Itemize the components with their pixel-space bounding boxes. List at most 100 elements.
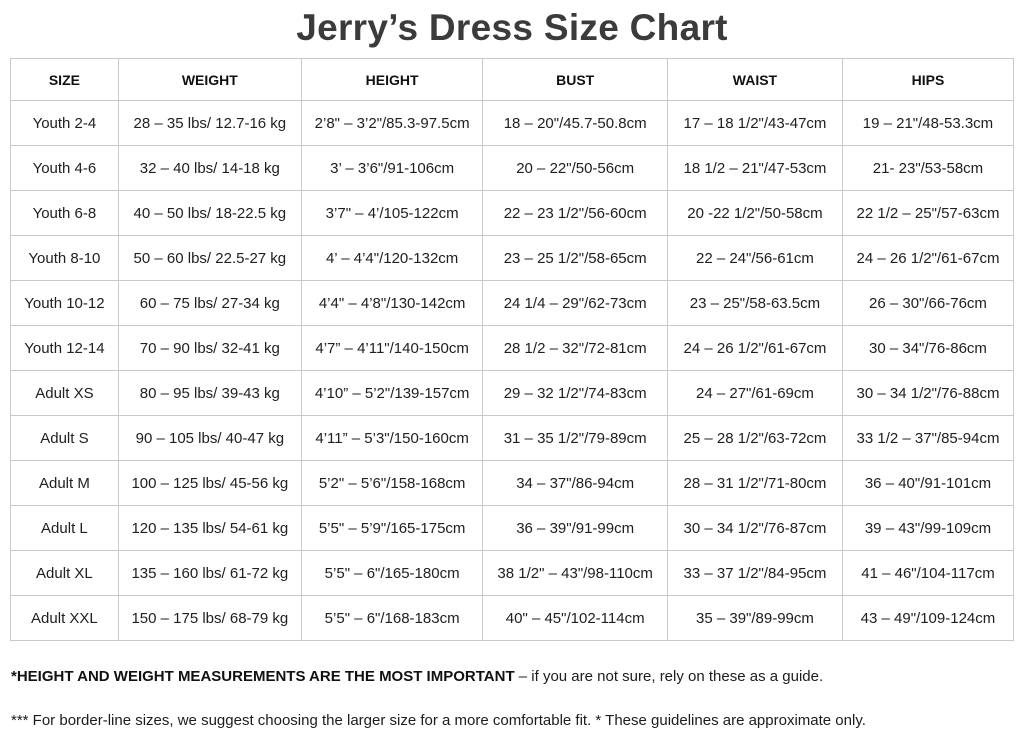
column-header-height: HEIGHT [300, 58, 484, 101]
table-cell: 4’7” – 4’11"/140-150cm [300, 325, 484, 371]
size-cell: Youth 12-14 [10, 325, 119, 371]
table-cell: 5’5" – 5’9"/165-175cm [300, 505, 484, 551]
table-cell: 30 – 34 1/2"/76-88cm [841, 370, 1015, 416]
page: Jerry’s Dress Size Chart SIZE WEIGHT HEI… [0, 6, 1024, 729]
table-cell: 4’ – 4’4"/120-132cm [300, 235, 484, 281]
table-cell: 17 – 18 1/2"/43-47cm [666, 100, 843, 146]
size-cell: Adult XXL [10, 595, 119, 641]
table-cell: 22 1/2 – 25"/57-63cm [841, 190, 1015, 236]
table-row: Adult XS 80 – 95 lbs/ 39-43 kg 4’10” – 5’2… [10, 370, 1015, 416]
table-cell: 80 – 95 lbs/ 39-43 kg [117, 370, 302, 416]
table-cell: 18 – 20"/45.7-50.8cm [482, 100, 668, 146]
table-cell: 50 – 60 lbs/ 22.5-27 kg [117, 235, 302, 281]
table-cell: 40" – 45"/102-114cm [482, 595, 668, 641]
table-cell: 39 – 43"/99-109cm [841, 505, 1015, 551]
table-cell: 29 – 32 1/2"/74-83cm [482, 370, 668, 416]
footnote-height-weight: *HEIGHT AND WEIGHT MEASUREMENTS ARE THE … [11, 668, 1014, 685]
size-chart-table: SIZE WEIGHT HEIGHT BUST WAIST HIPS Youth… [10, 58, 1015, 641]
size-cell: Adult L [10, 505, 119, 551]
table-row: Adult L 120 – 135 lbs/ 54-61 kg 5’5" – 5’9… [10, 505, 1015, 551]
size-cell: Youth 2-4 [10, 100, 119, 146]
table-cell: 35 – 39"/89-99cm [666, 595, 843, 641]
table-cell: 5’2" – 5’6"/158-168cm [300, 460, 484, 506]
table-cell: 33 1/2 – 37"/85-94cm [841, 415, 1015, 461]
size-cell: Adult M [10, 460, 119, 506]
column-header-waist: WAIST [666, 58, 843, 101]
table-body: Youth 2-4 28 – 35 lbs/ 12.7-16 kg 2’8" – 3… [10, 100, 1015, 641]
table-cell: 24 – 26 1/2"/61-67cm [666, 325, 843, 371]
table-cell: 30 – 34 1/2"/76-87cm [666, 505, 843, 551]
table-row: Youth 6-8 40 – 50 lbs/ 18-22.5 kg 3’7" – 4… [10, 190, 1015, 236]
size-cell: Youth 6-8 [10, 190, 119, 236]
table-cell: 70 – 90 lbs/ 32-41 kg [117, 325, 302, 371]
table-row: Youth 8-10 50 – 60 lbs/ 22.5-27 kg 4’ – 4’… [10, 235, 1015, 281]
table-row: Adult M 100 – 125 lbs/ 45-56 kg 5’2" – 5’6… [10, 460, 1015, 506]
table-cell: 150 – 175 lbs/ 68-79 kg [117, 595, 302, 641]
table-cell: 23 – 25"/58-63.5cm [666, 280, 843, 326]
table-cell: 28 – 31 1/2"/71-80cm [666, 460, 843, 506]
table-row: Youth 12-14 70 – 90 lbs/ 32-41 kg 4’7” – 4… [10, 325, 1015, 371]
size-cell: Youth 8-10 [10, 235, 119, 281]
table-cell: 5’5" – 6"/168-183cm [300, 595, 484, 641]
footnote-bold-text: *HEIGHT AND WEIGHT MEASUREMENTS ARE THE … [11, 668, 515, 685]
table-cell: 38 1/2" – 43"/98-110cm [482, 550, 668, 596]
table-cell: 4’10” – 5’2"/139-157cm [300, 370, 484, 416]
table-row: Youth 10-12 60 – 75 lbs/ 27-34 kg 4’4" – 4… [10, 280, 1015, 326]
footnote-borderline: *** For border-line sizes, we suggest ch… [11, 712, 1014, 729]
table-cell: 3’7" – 4’/105-122cm [300, 190, 484, 236]
table-cell: 60 – 75 lbs/ 27-34 kg [117, 280, 302, 326]
size-cell: Adult XS [10, 370, 119, 416]
footnote-regular-text: – if you are not sure, rely on these as … [514, 668, 824, 685]
table-cell: 26 – 30"/66-76cm [841, 280, 1015, 326]
table-cell: 40 – 50 lbs/ 18-22.5 kg [117, 190, 302, 236]
table-cell: 30 – 34"/76-86cm [841, 325, 1015, 371]
table-cell: 28 – 35 lbs/ 12.7-16 kg [117, 100, 302, 146]
table-row: Adult XXL 150 – 175 lbs/ 68-79 kg 5’5" – 6… [10, 595, 1015, 641]
page-title: Jerry’s Dress Size Chart [296, 7, 728, 48]
table-cell: 41 – 46"/104-117cm [841, 550, 1015, 596]
table-cell: 28 1/2 – 32"/72-81cm [482, 325, 668, 371]
column-header-size: SIZE [10, 58, 119, 101]
size-cell: Youth 4-6 [10, 145, 119, 191]
footnotes: *HEIGHT AND WEIGHT MEASUREMENTS ARE THE … [10, 668, 1014, 729]
table-cell: 20 -22 1/2"/50-58cm [666, 190, 843, 236]
table-cell: 32 – 40 lbs/ 14-18 kg [117, 145, 302, 191]
table-cell: 3’ – 3’6"/91-106cm [300, 145, 484, 191]
table-cell: 36 – 39"/91-99cm [482, 505, 668, 551]
table-cell: 4’4" – 4’8"/130-142cm [300, 280, 484, 326]
table-cell: 120 – 135 lbs/ 54-61 kg [117, 505, 302, 551]
table-header-row: SIZE WEIGHT HEIGHT BUST WAIST HIPS [10, 58, 1015, 101]
table-cell: 23 – 25 1/2"/58-65cm [482, 235, 668, 281]
size-cell: Youth 10-12 [10, 280, 119, 326]
table-row: Adult XL 135 – 160 lbs/ 61-72 kg 5’5" – 6"… [10, 550, 1015, 596]
column-header-bust: BUST [482, 58, 668, 101]
table-cell: 4’11” – 5’3"/150-160cm [300, 415, 484, 461]
footnote-regular-text: *** For border-line sizes, we suggest ch… [11, 712, 866, 729]
column-header-weight: WEIGHT [117, 58, 302, 101]
table-cell: 43 – 49"/109-124cm [841, 595, 1015, 641]
table-cell: 24 – 26 1/2"/61-67cm [841, 235, 1015, 281]
table-cell: 25 – 28 1/2"/63-72cm [666, 415, 843, 461]
table-cell: 24 – 27"/61-69cm [666, 370, 843, 416]
table-cell: 22 – 23 1/2"/56-60cm [482, 190, 668, 236]
table-cell: 100 – 125 lbs/ 45-56 kg [117, 460, 302, 506]
table-cell: 21- 23"/53-58cm [841, 145, 1015, 191]
table-cell: 135 – 160 lbs/ 61-72 kg [117, 550, 302, 596]
table-cell: 5’5" – 6"/165-180cm [300, 550, 484, 596]
table-cell: 31 – 35 1/2"/79-89cm [482, 415, 668, 461]
table-cell: 20 – 22"/50-56cm [482, 145, 668, 191]
table-cell: 24 1/4 – 29"/62-73cm [482, 280, 668, 326]
size-cell: Adult XL [10, 550, 119, 596]
table-cell: 19 – 21"/48-53.3cm [841, 100, 1015, 146]
column-header-hips: HIPS [841, 58, 1015, 101]
table-cell: 36 – 40"/91-101cm [841, 460, 1015, 506]
table-row: Adult S 90 – 105 lbs/ 40-47 kg 4’11” – 5’3… [10, 415, 1015, 461]
table-row: Youth 4-6 32 – 40 lbs/ 14-18 kg 3’ – 3’6"/… [10, 145, 1015, 191]
table-cell: 34 – 37"/86-94cm [482, 460, 668, 506]
table-cell: 90 – 105 lbs/ 40-47 kg [117, 415, 302, 461]
table-cell: 22 – 24"/56-61cm [666, 235, 843, 281]
table-row: Youth 2-4 28 – 35 lbs/ 12.7-16 kg 2’8" – 3… [10, 100, 1015, 146]
table-cell: 18 1/2 – 21"/47-53cm [666, 145, 843, 191]
table-cell: 33 – 37 1/2"/84-95cm [666, 550, 843, 596]
table-cell: 2’8" – 3’2"/85.3-97.5cm [300, 100, 484, 146]
